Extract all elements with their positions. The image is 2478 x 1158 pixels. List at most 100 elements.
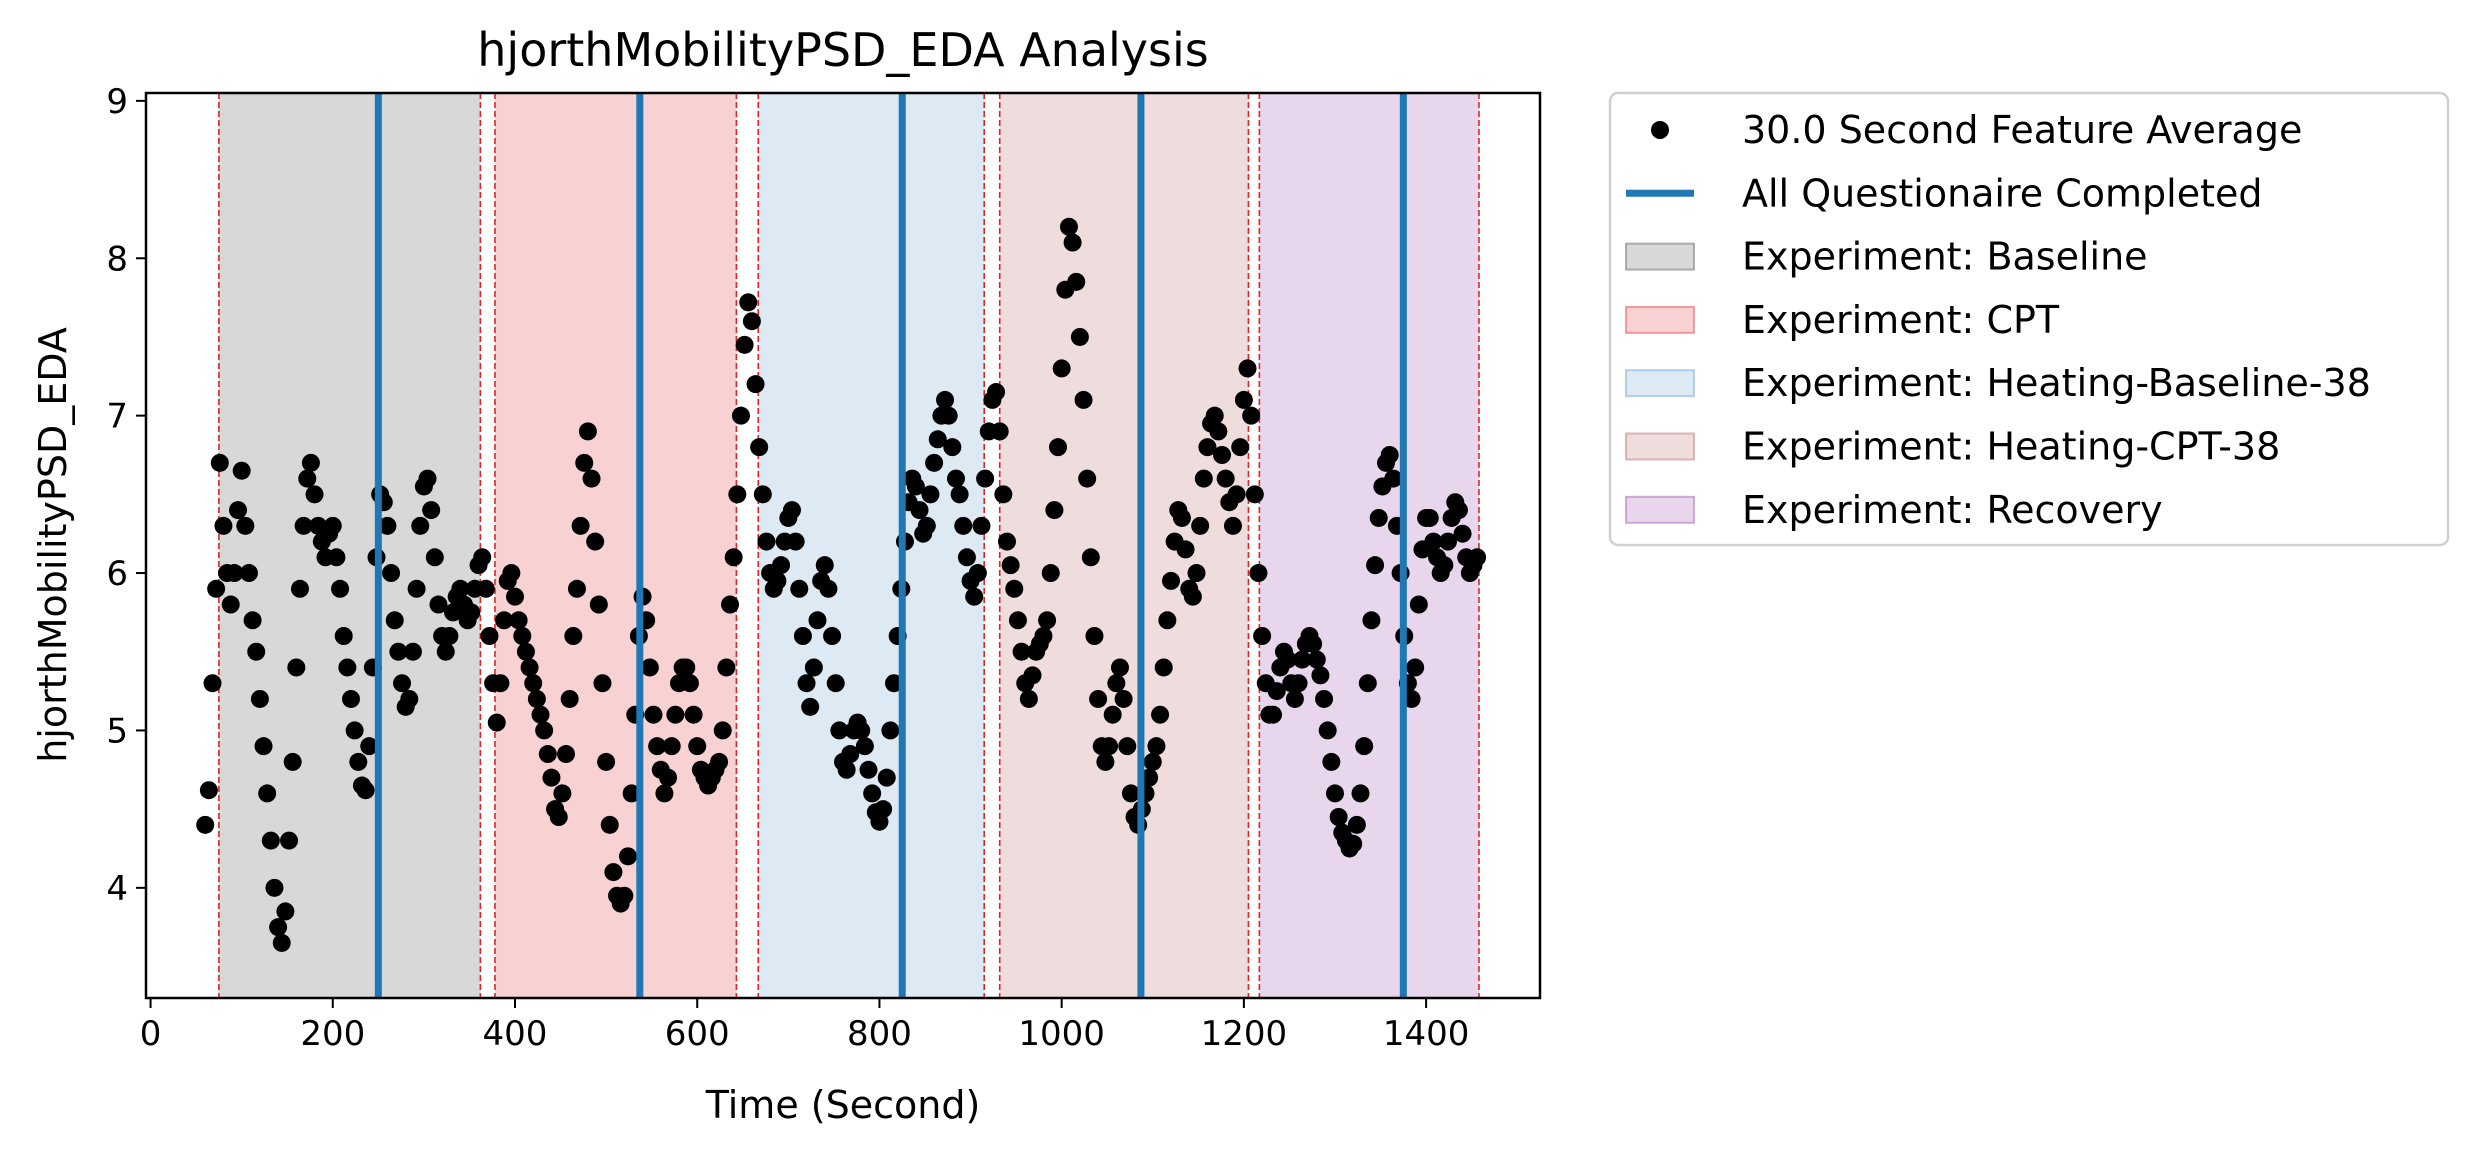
data-point bbox=[1038, 611, 1057, 630]
data-point bbox=[1351, 784, 1370, 803]
y-tick-label: 6 bbox=[106, 554, 128, 594]
data-point bbox=[1438, 532, 1457, 551]
data-point bbox=[276, 902, 295, 921]
y-tick-label: 9 bbox=[106, 82, 128, 122]
data-point bbox=[516, 642, 535, 661]
data-point bbox=[717, 658, 736, 677]
data-point bbox=[808, 611, 827, 630]
data-point bbox=[527, 689, 546, 708]
plot-frame bbox=[144, 91, 1542, 1000]
data-point bbox=[265, 878, 284, 897]
data-point bbox=[506, 587, 524, 606]
x-axis-title: Time (Second) bbox=[705, 1083, 981, 1127]
data-point bbox=[1162, 571, 1180, 590]
data-point bbox=[950, 485, 969, 504]
data-point bbox=[753, 485, 772, 504]
data-point bbox=[863, 784, 882, 803]
data-point bbox=[597, 752, 616, 771]
y-axis-title: hjorthMobilityPSD_EDA bbox=[31, 327, 75, 763]
data-point bbox=[1315, 689, 1334, 708]
data-point bbox=[480, 627, 499, 645]
data-point bbox=[1121, 784, 1140, 803]
data-point bbox=[710, 752, 729, 771]
data-point bbox=[1100, 737, 1119, 756]
data-point bbox=[830, 721, 849, 740]
legend-patch-icon bbox=[1625, 432, 1695, 461]
data-point bbox=[1227, 485, 1246, 504]
data-point bbox=[1358, 674, 1377, 693]
data-point bbox=[1213, 446, 1232, 464]
data-point bbox=[1045, 501, 1064, 520]
data-point bbox=[954, 516, 973, 535]
data-point bbox=[1267, 682, 1286, 701]
legend-label: 30.0 Second Feature Average bbox=[1742, 108, 2302, 152]
data-point bbox=[1158, 611, 1177, 630]
data-point bbox=[560, 689, 579, 708]
data-point bbox=[385, 611, 404, 630]
data-point bbox=[323, 516, 342, 535]
data-point bbox=[294, 516, 313, 535]
data-point bbox=[301, 453, 320, 472]
data-point bbox=[1435, 556, 1454, 575]
data-point bbox=[1191, 516, 1210, 535]
data-point bbox=[837, 760, 856, 779]
data-point bbox=[1176, 540, 1195, 559]
data-point bbox=[1001, 556, 1020, 575]
y-tick-label: 4 bbox=[106, 869, 128, 909]
x-tick-label: 200 bbox=[300, 1014, 365, 1054]
data-point bbox=[236, 516, 255, 535]
data-point bbox=[225, 564, 244, 583]
data-point bbox=[327, 548, 346, 567]
data-point bbox=[793, 627, 812, 645]
legend-label: Experiment: Baseline bbox=[1742, 235, 2148, 279]
data-point bbox=[910, 501, 929, 520]
data-point bbox=[1019, 689, 1038, 708]
data-point bbox=[622, 784, 641, 803]
data-point bbox=[990, 422, 1009, 441]
data-point bbox=[1344, 834, 1363, 853]
x-tick-label: 1000 bbox=[1018, 1014, 1105, 1054]
data-point bbox=[1468, 548, 1487, 567]
x-axis: 0 200 400 600 800 1000 1200 1400 bbox=[140, 998, 1469, 1054]
legend-patch-icon bbox=[1625, 305, 1695, 334]
data-point bbox=[199, 781, 218, 800]
data-point bbox=[305, 485, 324, 504]
data-point bbox=[578, 422, 597, 441]
data-point bbox=[925, 453, 944, 472]
data-point bbox=[1194, 469, 1213, 488]
data-point bbox=[757, 532, 776, 551]
data-point bbox=[1253, 627, 1272, 645]
data-point bbox=[928, 430, 947, 449]
chart-title: hjorthMobilityPSD_EDA Analysis bbox=[477, 23, 1208, 77]
data-point bbox=[1238, 359, 1257, 378]
y-tick-label: 8 bbox=[106, 239, 128, 279]
data-point bbox=[1449, 501, 1468, 520]
data-point bbox=[731, 406, 750, 425]
data-point bbox=[400, 689, 419, 708]
data-point bbox=[976, 469, 995, 488]
data-point bbox=[885, 674, 904, 693]
data-point bbox=[987, 383, 1006, 402]
data-point bbox=[407, 579, 426, 598]
data-point bbox=[1304, 634, 1323, 653]
data-point bbox=[349, 752, 368, 771]
data-point bbox=[917, 516, 936, 535]
data-point bbox=[1085, 627, 1104, 645]
data-point bbox=[1049, 438, 1068, 457]
data-point bbox=[338, 658, 357, 677]
data-point bbox=[247, 642, 266, 661]
data-point bbox=[1067, 272, 1086, 291]
data-point bbox=[1008, 611, 1027, 630]
data-point bbox=[874, 800, 893, 819]
data-point bbox=[261, 831, 280, 850]
data-point bbox=[1140, 768, 1159, 787]
data-point bbox=[739, 293, 758, 312]
data-point bbox=[1347, 815, 1366, 834]
data-point bbox=[1081, 548, 1100, 567]
data-point bbox=[1063, 233, 1082, 252]
data-point bbox=[1154, 658, 1173, 677]
data-point bbox=[342, 689, 360, 708]
data-point bbox=[254, 737, 273, 756]
data-point bbox=[1187, 564, 1206, 583]
data-point bbox=[239, 564, 258, 583]
